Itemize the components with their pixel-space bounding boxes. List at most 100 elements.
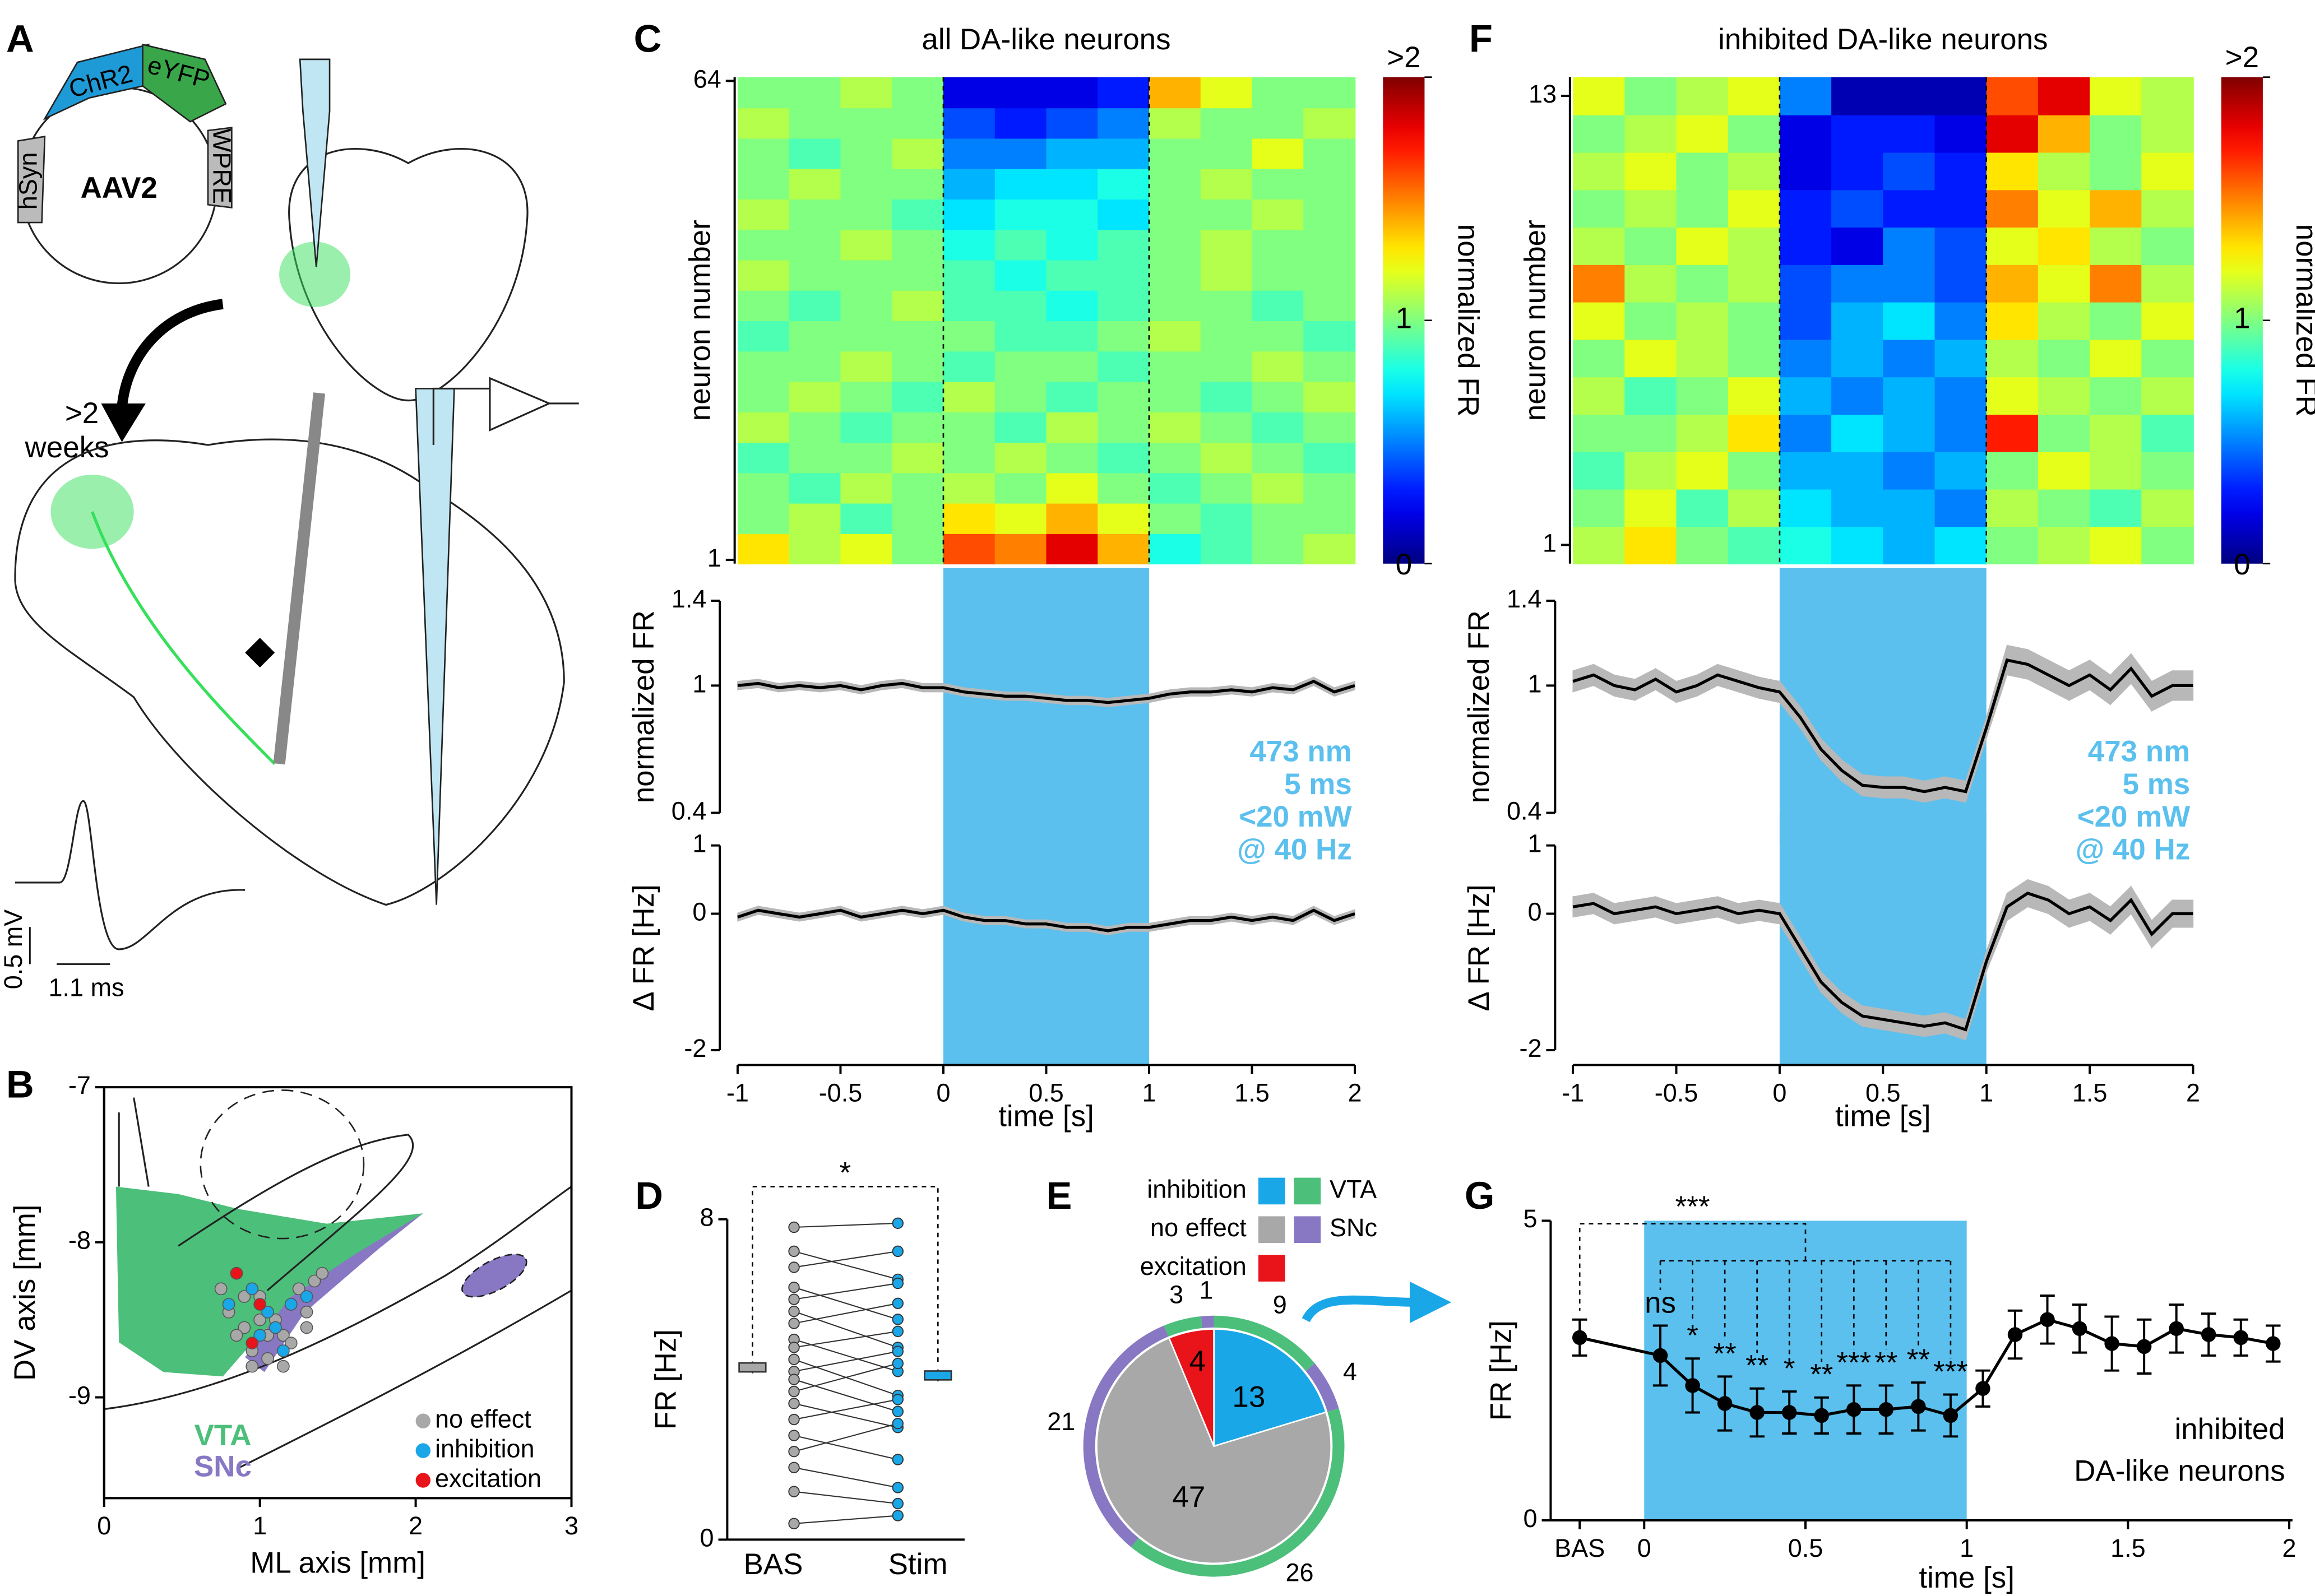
heatmap-cell xyxy=(1149,350,1202,382)
heatmap-cell xyxy=(1149,472,1202,504)
point xyxy=(238,1290,251,1303)
injection-site xyxy=(279,242,351,307)
heatmap-cell xyxy=(1676,77,1729,115)
heatmap-cell xyxy=(1200,411,1253,443)
heatmap-cell xyxy=(1252,229,1304,261)
heatmap-cell xyxy=(1831,114,1884,153)
arrow-head xyxy=(1409,1281,1452,1323)
heatmap-cell xyxy=(1098,138,1150,169)
heatmap-cell xyxy=(1149,381,1202,412)
x-tick-label: 1.5 xyxy=(1234,1078,1270,1107)
heatmap-cell xyxy=(1676,301,1729,340)
annotation: <20 mW xyxy=(1239,800,1352,833)
y-axis-label: neuron number xyxy=(1519,220,1552,421)
y-axis-label: Δ FR [Hz] xyxy=(627,884,660,1011)
panel-label: B xyxy=(6,1063,34,1106)
heatmap-cell xyxy=(1573,264,1626,303)
x-tick-label: 2 xyxy=(409,1511,423,1540)
heatmap-cell xyxy=(1200,381,1253,412)
x-tick-label: Stim xyxy=(888,1548,948,1581)
point xyxy=(892,1454,904,1465)
heatmap-cell xyxy=(1883,339,1936,378)
y-tick-label: -2 xyxy=(1520,1034,1542,1063)
point xyxy=(1685,1378,1700,1393)
point xyxy=(1975,1381,1990,1396)
heatmap-cell xyxy=(892,381,944,412)
heatmap-cell xyxy=(1676,189,1729,228)
panel-label: D xyxy=(635,1174,663,1217)
heatmap-cell xyxy=(943,442,996,474)
heatmap-cell xyxy=(1934,489,1988,527)
point xyxy=(1717,1396,1733,1411)
x-tick-label: 3 xyxy=(564,1511,578,1540)
colorbar xyxy=(1383,77,1425,564)
heatmap-cell xyxy=(1986,152,2039,191)
heatmap-cell xyxy=(840,411,893,443)
heatmap-cell xyxy=(1149,77,1202,109)
heatmap-cell xyxy=(1149,290,1202,322)
heatmap-cell xyxy=(1728,226,1781,265)
point xyxy=(892,1482,904,1493)
heatmap-cell xyxy=(1252,320,1304,352)
pair-line xyxy=(794,1362,899,1393)
legend-label: inhibition xyxy=(1147,1175,1247,1203)
heatmap-cell xyxy=(1728,376,1781,415)
heatmap-cell xyxy=(840,77,893,109)
heatmap-cell xyxy=(1728,189,1781,228)
point xyxy=(308,1274,321,1288)
significance-bracket xyxy=(752,1186,939,1364)
heatmap-cell xyxy=(892,442,944,474)
heatmap-cell xyxy=(943,411,996,443)
point xyxy=(300,1290,313,1303)
heatmap-cell xyxy=(840,168,893,200)
heatmap-cell xyxy=(1098,350,1150,382)
point xyxy=(230,1266,243,1280)
heatmap-cell xyxy=(1149,168,1202,200)
point xyxy=(2007,1327,2023,1342)
heatmap-cell xyxy=(2141,376,2194,415)
heatmap-cell xyxy=(1883,526,1936,565)
legend-label: no effect xyxy=(1150,1213,1247,1242)
heatmap-cell xyxy=(1883,414,1936,452)
panel-label: A xyxy=(6,17,34,60)
heatmap-cell xyxy=(1098,411,1150,443)
point xyxy=(246,1282,259,1296)
heatmap-cell xyxy=(1200,503,1253,534)
heatmap-cell xyxy=(943,168,996,200)
heatmap-cell xyxy=(2038,77,2091,115)
heatmap-cell xyxy=(1573,152,1626,191)
heatmap-cell xyxy=(1303,168,1356,200)
heatmap-cell xyxy=(1200,472,1253,504)
heatmap-cell xyxy=(2090,77,2142,115)
heatmap-cell xyxy=(1303,259,1356,291)
colorbar-tick-label: 0 xyxy=(2234,548,2250,581)
heatmap-cell xyxy=(1779,451,1832,490)
heatmap-cell xyxy=(1831,414,1884,452)
optic-fiber xyxy=(273,392,326,765)
heatmap-cell xyxy=(943,290,996,322)
delay-label: weeks xyxy=(25,431,109,464)
ring-label: 4 xyxy=(1343,1357,1357,1386)
heatmap-cell xyxy=(1676,489,1729,527)
point xyxy=(230,1329,243,1342)
heatmap-cell xyxy=(1986,339,2039,378)
heatmap-cell xyxy=(1098,472,1150,504)
heatmap-cell xyxy=(1624,301,1677,340)
heatmap-cell xyxy=(1779,114,1832,153)
snc-lateral xyxy=(461,1254,527,1298)
heatmap-cell xyxy=(1149,138,1202,169)
heatmap-cell xyxy=(1624,339,1677,378)
point xyxy=(788,1293,800,1305)
heatmap-cell xyxy=(1200,229,1253,261)
ring-label: 21 xyxy=(1047,1407,1075,1436)
point xyxy=(788,1518,800,1530)
y-tick-label: 1 xyxy=(1528,669,1542,698)
point xyxy=(300,1305,313,1319)
heatmap-cell xyxy=(1883,77,1936,115)
midline xyxy=(118,1097,150,1187)
heatmap-cell xyxy=(737,442,790,474)
legend-label: no effect xyxy=(435,1405,531,1433)
point xyxy=(1572,1330,1587,1346)
slice-label: 47 xyxy=(1172,1481,1205,1514)
heatmap-cell xyxy=(1624,189,1677,228)
